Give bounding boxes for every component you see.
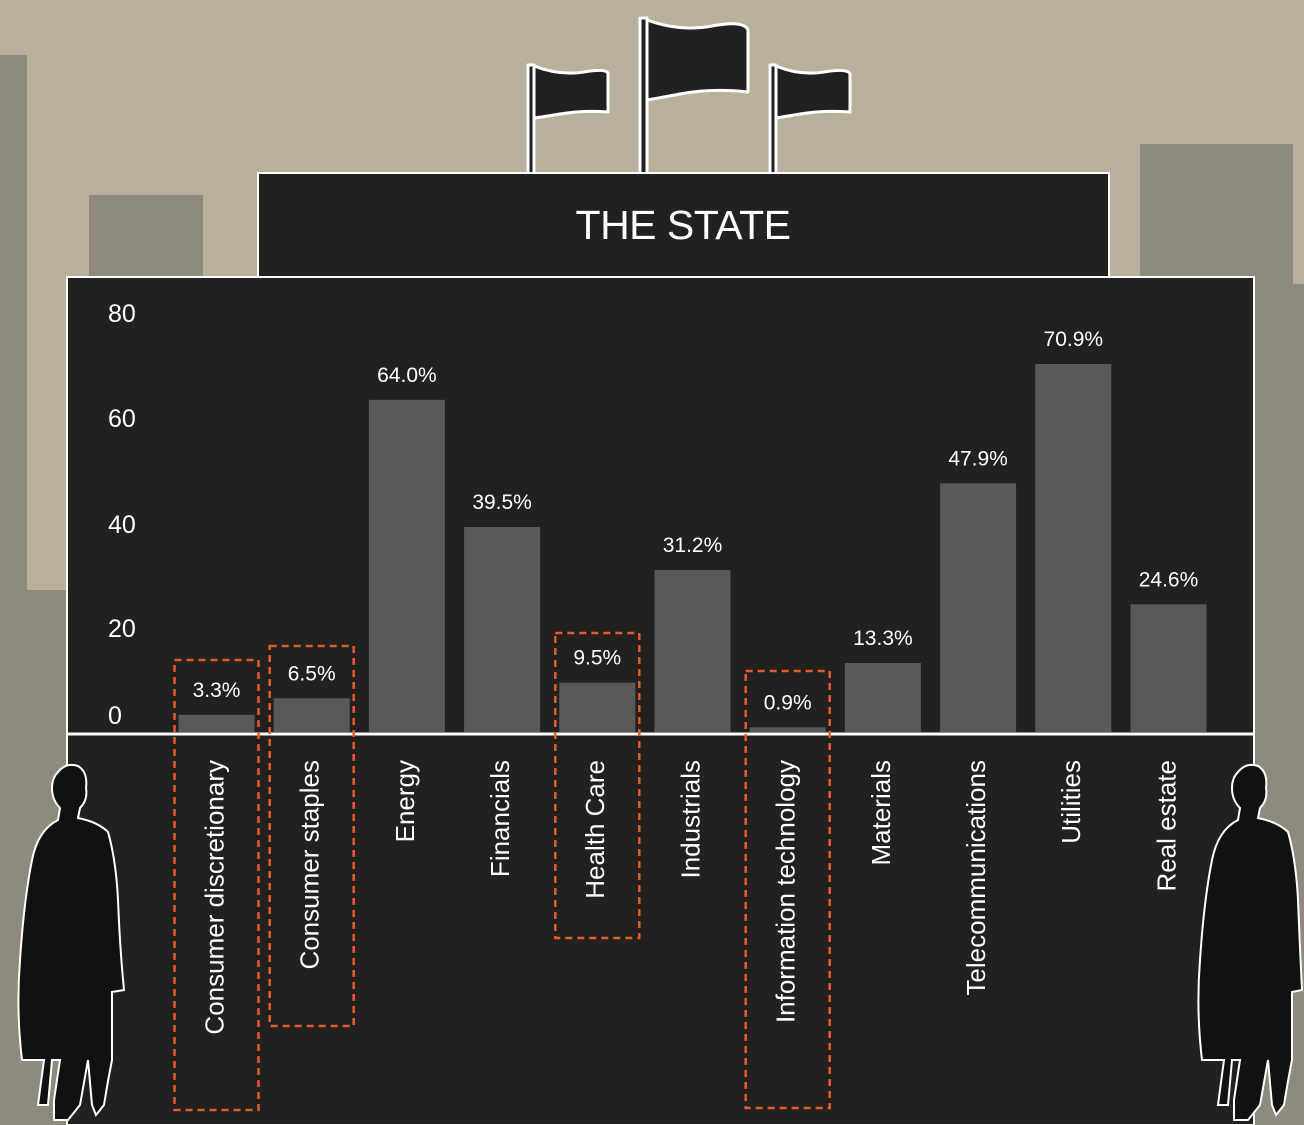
bar bbox=[940, 483, 1017, 732]
y-tick-label: 0 bbox=[108, 702, 122, 730]
highlight-box bbox=[268, 644, 355, 1028]
category-label: Real estate bbox=[1151, 760, 1181, 892]
y-tick-label: 20 bbox=[108, 615, 136, 643]
y-tick-label: 40 bbox=[108, 511, 136, 539]
bar bbox=[654, 570, 731, 732]
category-label: Materials bbox=[866, 760, 896, 865]
data-label: 6.5% bbox=[288, 662, 336, 685]
bar bbox=[464, 526, 541, 732]
data-label: 9.5% bbox=[573, 647, 621, 670]
flag-icon bbox=[638, 16, 750, 180]
data-label: 64.0% bbox=[377, 364, 437, 387]
bar bbox=[1035, 364, 1112, 732]
bar bbox=[749, 727, 826, 732]
highlight-box bbox=[554, 631, 641, 940]
data-label: 13.3% bbox=[853, 627, 913, 650]
data-label: 31.2% bbox=[663, 534, 723, 557]
category-label: Consumer discretionary bbox=[199, 760, 229, 1035]
highlight-box bbox=[744, 669, 831, 1110]
bar bbox=[178, 714, 255, 732]
bar bbox=[273, 698, 350, 732]
y-tick-label: 80 bbox=[108, 300, 136, 328]
person-silhouette-icon bbox=[17, 763, 126, 1121]
category-label: Utilities bbox=[1056, 760, 1086, 844]
highlight-box bbox=[173, 658, 260, 1112]
category-label: Industrials bbox=[675, 760, 705, 879]
category-label: Financials bbox=[485, 760, 515, 877]
category-label: Telecommunications bbox=[961, 760, 991, 996]
data-label: 24.6% bbox=[1139, 568, 1199, 591]
background-building bbox=[1140, 144, 1293, 284]
bar bbox=[559, 682, 636, 732]
bar bbox=[844, 662, 921, 732]
category-label: Health Care bbox=[580, 760, 610, 899]
data-label: 70.9% bbox=[1044, 328, 1104, 351]
category-label: Energy bbox=[390, 760, 420, 842]
category-label: Consumer staples bbox=[295, 760, 325, 970]
page-title: THE STATE bbox=[575, 201, 791, 248]
data-label: 47.9% bbox=[948, 447, 1008, 470]
background-building bbox=[89, 195, 203, 280]
bar bbox=[368, 399, 445, 732]
title-box bbox=[257, 172, 1110, 278]
data-label: 39.5% bbox=[472, 491, 532, 514]
flag-icon bbox=[768, 63, 852, 179]
person-silhouette-icon bbox=[1197, 763, 1304, 1121]
y-tick-label: 60 bbox=[108, 405, 136, 433]
data-label: 3.3% bbox=[193, 679, 241, 702]
data-label: 0.9% bbox=[764, 691, 812, 714]
bar bbox=[1130, 604, 1207, 732]
category-label: Information technology bbox=[771, 760, 801, 1023]
